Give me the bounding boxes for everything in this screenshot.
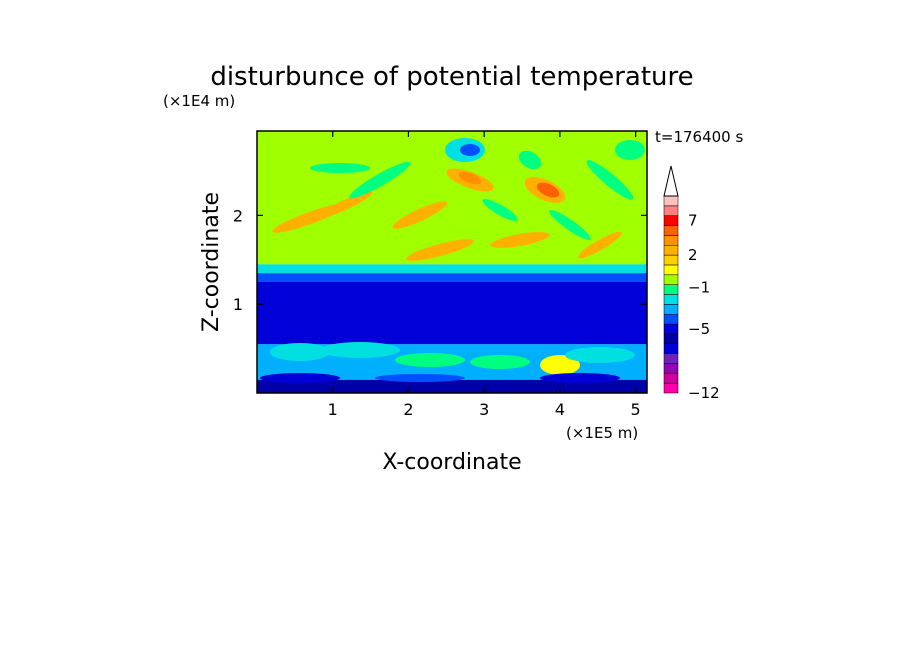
colorbar-swatch [663, 382, 679, 394]
field-feature [317, 191, 373, 219]
colorbar-swatch [663, 353, 679, 364]
field-feature [375, 374, 465, 382]
field-feature [392, 201, 448, 229]
colorbar-swatch [663, 363, 679, 374]
x-tick-label: 3 [479, 400, 489, 419]
colorbar-swatch [663, 235, 679, 246]
colorbar-swatch [663, 264, 679, 276]
colorbar-tick-label: 2 [688, 246, 698, 264]
x-tick-label: 2 [403, 400, 413, 419]
y-tick-label: 2 [233, 206, 243, 225]
colorbar-swatch [663, 373, 679, 384]
colorbar-swatch [663, 245, 679, 256]
field-feature [565, 347, 635, 363]
colorbar-swatch [663, 284, 679, 295]
x-tick-label: 4 [555, 400, 565, 419]
y-axis: 12 [233, 206, 647, 314]
field-feature [482, 199, 518, 221]
contour-field [257, 131, 647, 393]
colorbar-swatch [663, 323, 679, 335]
field-band [257, 264, 647, 274]
x-axis-label: X-coordinate [382, 450, 521, 475]
colorbar-swatch [663, 215, 679, 226]
colorbar-swatch [663, 205, 679, 216]
x-tick-label: 5 [631, 400, 641, 419]
y-axis-label: Z-coordinate [199, 192, 224, 332]
field-feature [490, 232, 550, 248]
field-feature [540, 355, 580, 375]
colorbar-swatch [663, 333, 679, 344]
colorbar-swatch [663, 304, 679, 315]
field-feature [406, 239, 474, 261]
field-feature [615, 140, 645, 160]
field-feature [470, 355, 530, 369]
colorbar-tick-label: −12 [688, 384, 720, 402]
colorbar-tick-label: −5 [688, 320, 710, 338]
field-feature [578, 231, 622, 259]
colorbar-swatch [663, 274, 679, 285]
field-band [257, 379, 647, 393]
colorbar-swatch [663, 294, 679, 305]
colorbar-tick-label: 7 [688, 212, 698, 230]
field-feature [458, 171, 482, 185]
colorbar-extend-arrow [663, 165, 679, 197]
chart-title: disturbunce of potential temperature [210, 62, 693, 92]
field-feature [460, 144, 480, 156]
colorbar-swatch [663, 343, 679, 354]
field-feature [540, 373, 620, 383]
colorbar-swatch [663, 313, 679, 325]
field-feature [310, 163, 370, 173]
field-feature [395, 353, 465, 367]
time-label: t=176400 s [655, 128, 743, 146]
field-band [257, 273, 647, 282]
plot-frame [256, 130, 648, 394]
colorbar-tick-label: −1 [688, 279, 710, 297]
field-feature [320, 342, 400, 358]
colorbar-swatch [663, 195, 679, 207]
colorbar: 7 2 −1 −5 −12 [663, 165, 720, 402]
field-feature [349, 161, 411, 199]
x-axis: 1 2 3 4 5 [328, 131, 641, 419]
field-feature [270, 343, 330, 361]
field-feature [536, 182, 560, 198]
x-tick-label: 1 [328, 400, 338, 419]
x-unit-label: (×1E5 m) [566, 424, 638, 442]
field-feature [586, 160, 634, 200]
field-feature [260, 373, 340, 383]
colorbar-swatch [663, 225, 679, 236]
y-tick-label: 1 [233, 295, 243, 314]
field-feature [549, 210, 591, 240]
y-unit-label: (×1E4 m) [163, 92, 235, 110]
field-band [257, 281, 647, 345]
colorbar-swatch [663, 254, 679, 266]
field-feature [518, 150, 542, 170]
